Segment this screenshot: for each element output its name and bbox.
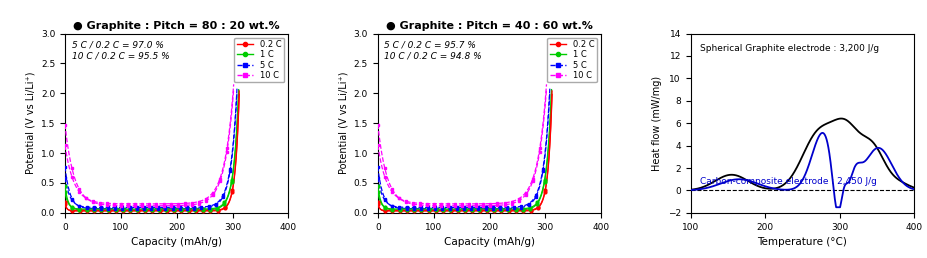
- Text: 5 C / 0.2 C = 97.0 %
10 C / 0.2 C = 95.5 %: 5 C / 0.2 C = 97.0 % 10 C / 0.2 C = 95.5…: [71, 41, 169, 60]
- Y-axis label: Heat flow (mW/mg): Heat flow (mW/mg): [652, 76, 662, 171]
- X-axis label: Capacity (mAh/g): Capacity (mAh/g): [131, 237, 222, 247]
- Y-axis label: Potential (V vs Li/Li⁺): Potential (V vs Li/Li⁺): [25, 72, 35, 174]
- Text: 5 C / 0.2 C = 95.7 %
10 C / 0.2 C = 94.8 %: 5 C / 0.2 C = 95.7 % 10 C / 0.2 C = 94.8…: [384, 41, 482, 60]
- Title: ● Graphite : Pitch = 40 : 60 wt.%: ● Graphite : Pitch = 40 : 60 wt.%: [386, 21, 592, 31]
- Y-axis label: Potential (V vs Li/Li⁺): Potential (V vs Li/Li⁺): [337, 72, 348, 174]
- Text: Carbon-composite electrode : 2,450 J/g: Carbon-composite electrode : 2,450 J/g: [699, 177, 875, 186]
- X-axis label: Capacity (mAh/g): Capacity (mAh/g): [443, 237, 535, 247]
- Text: Spherical Graphite electrode : 3,200 J/g: Spherical Graphite electrode : 3,200 J/g: [699, 44, 878, 53]
- Title: ● Graphite : Pitch = 80 : 20 wt.%: ● Graphite : Pitch = 80 : 20 wt.%: [73, 21, 280, 31]
- Legend: 0.2 C, 1 C, 5 C, 10 C: 0.2 C, 1 C, 5 C, 10 C: [547, 38, 596, 83]
- Legend: 0.2 C, 1 C, 5 C, 10 C: 0.2 C, 1 C, 5 C, 10 C: [234, 38, 284, 83]
- X-axis label: Temperature (°C): Temperature (°C): [756, 237, 846, 247]
